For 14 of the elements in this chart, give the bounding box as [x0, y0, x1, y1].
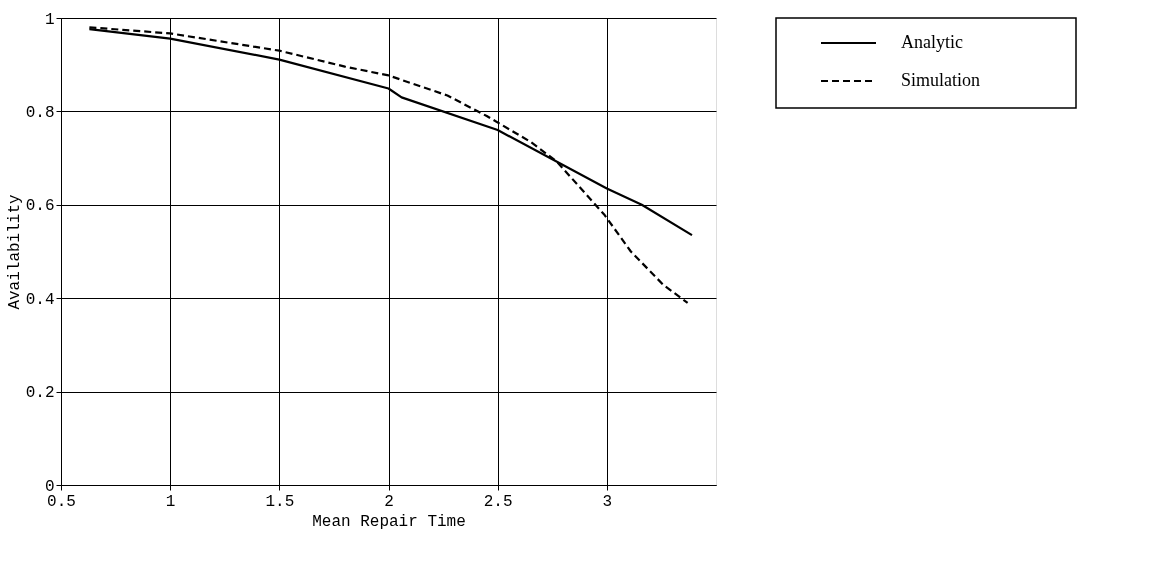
x-tick-label: 3: [602, 492, 613, 511]
legend-label: Analytic: [901, 32, 963, 52]
x-axis-title: Mean Repair Time: [312, 512, 466, 531]
x-tick-label: 1: [165, 492, 176, 511]
y-tick-label: 0.4: [25, 290, 55, 309]
legend-label: Simulation: [901, 70, 981, 90]
y-tick-label: 1: [44, 10, 55, 29]
y-axis-title: Availability: [5, 193, 24, 310]
x-tick-label: 1.5: [265, 492, 295, 511]
y-tick-label: 0.6: [25, 197, 55, 216]
y-tick-label: 0.2: [25, 384, 55, 403]
y-tick-label: 0.8: [25, 103, 55, 122]
x-tick-label: 2.5: [483, 492, 513, 511]
x-tick-label: 2: [384, 492, 394, 511]
